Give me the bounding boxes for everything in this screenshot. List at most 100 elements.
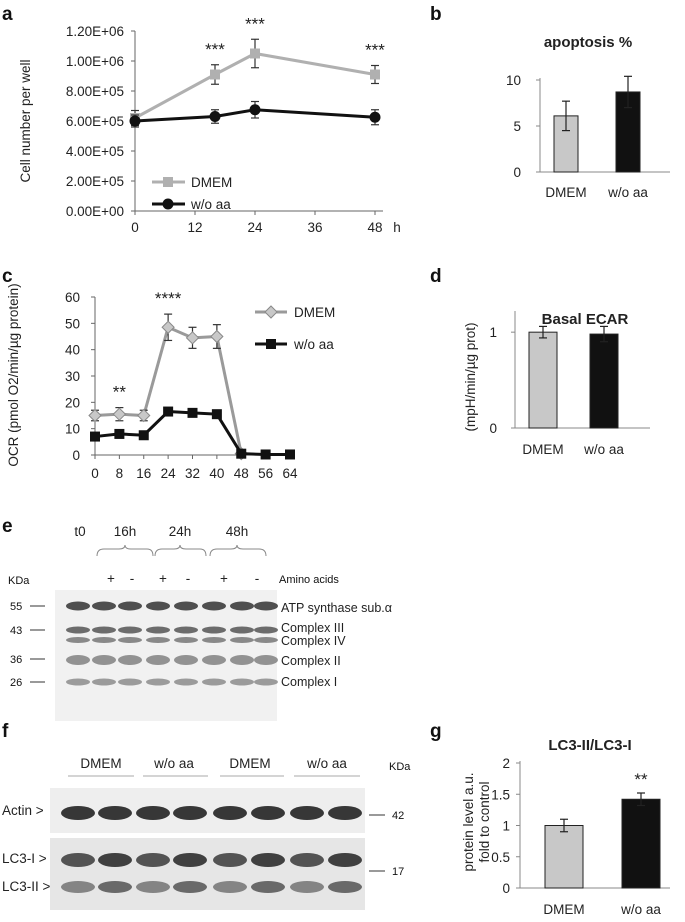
- b-x-tick-label-0: DMEM: [545, 185, 586, 200]
- a-y-tick-label: 2.00E+05: [66, 174, 124, 189]
- blot-f-lc3i-band: [328, 853, 362, 867]
- blot-f-lc3i-band: [98, 853, 132, 867]
- blot-f-row-lc3-i: LC3-I >: [2, 851, 47, 866]
- blot-f-lc3i-band: [290, 853, 324, 867]
- b-x-tick-label-1: w/o aa: [607, 185, 648, 200]
- c-legend-label-dmem: DMEM: [294, 305, 335, 320]
- panel-label-e: e: [2, 516, 13, 537]
- blot-f-group-2: w/o aa: [153, 756, 194, 771]
- g-title: LC3-II/LC3-I: [548, 737, 631, 754]
- c-point-1: [236, 448, 247, 459]
- blot-f-lc3ii-band: [251, 881, 285, 893]
- blot-e-kda-label: KDa: [8, 575, 30, 587]
- a-y-axis-label: Cell number per well: [18, 59, 33, 182]
- c-legend-marker-woaa: [266, 339, 276, 349]
- blot-e-pm-2: -: [130, 571, 135, 586]
- blot-e-amino-acids-label: Amino acids: [279, 574, 339, 586]
- c-y-tick-label: 60: [65, 290, 80, 305]
- a-x-tick-label: 12: [187, 220, 202, 235]
- c-point-1: [187, 407, 198, 418]
- a-legend-marker-dmem: [163, 177, 173, 187]
- blot-f-group-4: w/o aa: [306, 756, 347, 771]
- blot-e-band: [230, 678, 254, 686]
- blot-e-band: [202, 626, 226, 634]
- blot-f-marker-42: 42: [392, 810, 404, 822]
- c-point-1: [163, 406, 174, 417]
- blot-e-band-complex-iii: Complex III: [281, 621, 344, 635]
- b-title: apoptosis %: [544, 34, 632, 51]
- a-significance: ***: [205, 40, 225, 59]
- blot-f-group-1: DMEM: [80, 756, 121, 771]
- a-x-tick-label: 48: [367, 220, 382, 235]
- g-y-tick-label: 0: [502, 881, 510, 896]
- blot-f-actin-band: [251, 806, 285, 820]
- blot-e-band: [174, 637, 198, 643]
- blot-e-band: [92, 637, 116, 643]
- blot-f-actin-band: [136, 806, 170, 820]
- blot-e-band: [66, 678, 90, 686]
- blot-e-band: [202, 601, 226, 611]
- blot-e-band-atp-synthase: ATP synthase sub.α: [281, 601, 392, 615]
- blot-e-band: [146, 637, 170, 643]
- a-series-line-0: [134, 51, 376, 120]
- c-point-1: [114, 428, 125, 439]
- a-x-tick-label: 36: [307, 220, 322, 235]
- blot-e-time-16h: 16h: [114, 524, 137, 539]
- d-x-tick-label-0: DMEM: [522, 442, 563, 457]
- c-point-1: [285, 449, 295, 460]
- g-y-tick-label: 2: [502, 756, 510, 771]
- g-y-axis-label-line: protein level a.u.: [461, 772, 476, 871]
- a-y-tick-label: 6.00E+05: [66, 114, 124, 129]
- blot-e-marker-26: 26: [10, 677, 22, 689]
- b-y-tick-label: 0: [513, 165, 521, 180]
- c-x-tick-label: 16: [136, 466, 151, 481]
- blot-e-band: [202, 655, 226, 665]
- c-x-tick-label: 8: [116, 466, 124, 481]
- blot-e-band: [174, 655, 198, 665]
- blot-e-band: [254, 678, 278, 686]
- blot-e-brace-16h: [96, 544, 154, 557]
- a-legend-label-dmem: DMEM: [191, 175, 232, 190]
- a-legend-label-woaa: w/o aa: [190, 197, 231, 212]
- c-y-tick-label: 20: [65, 395, 80, 410]
- c-point-0: [185, 331, 200, 345]
- blot-e-marker-55: 55: [10, 601, 22, 613]
- c-significance: ****: [155, 289, 182, 308]
- blot-e-band-layer: [66, 601, 278, 686]
- blot-e-band: [118, 655, 142, 665]
- g-x-tick-label-0: DMEM: [543, 902, 584, 917]
- blot-e-band: [66, 601, 90, 611]
- blot-e-band: [118, 601, 142, 611]
- blot-f-actin-band: [61, 806, 95, 820]
- blot-e-band: [146, 626, 170, 634]
- blot-f-lc3ii-band: [173, 881, 207, 893]
- c-legend-marker-dmem: [264, 305, 278, 319]
- blot-f-band-layer: [61, 806, 362, 893]
- panel-label-b: b: [430, 4, 442, 25]
- a-point-1: [249, 104, 261, 116]
- blot-f-row-lc3-ii: LC3-II >: [2, 879, 51, 894]
- blot-f: DMEM w/o aa DMEM w/o aa KDa Actin > LC3-…: [2, 756, 411, 910]
- blot-e-marker-43: 43: [10, 625, 22, 637]
- blot-e-pm-5: +: [220, 571, 228, 586]
- blot-e: t0 16h 24h 48h KDa + - + - + - Amino aci…: [8, 524, 392, 721]
- c-x-tick-label: 64: [282, 466, 298, 481]
- blot-e-band: [92, 601, 116, 611]
- blot-e-band: [118, 637, 142, 643]
- blot-f-lc3ii-band: [136, 881, 170, 893]
- c-y-tick-label: 30: [65, 369, 80, 384]
- a-y-tick-label: 1.20E+06: [66, 24, 124, 39]
- blot-f-lc3-membrane: [50, 838, 365, 910]
- blot-f-lc3i-band: [136, 853, 170, 867]
- blot-e-band: [230, 601, 254, 611]
- blot-e-band-complex-ii: Complex II: [281, 654, 341, 668]
- b-y-tick-label: 10: [506, 73, 521, 88]
- blot-e-band: [146, 678, 170, 686]
- chart-b-apoptosis: apoptosis % 0 5 10 DMEM w/o aa: [506, 34, 670, 200]
- a-point-0: [250, 48, 260, 59]
- blot-e-brace-48h: [209, 544, 267, 557]
- blot-e-band: [146, 655, 170, 665]
- blot-f-lc3ii-band: [290, 881, 324, 893]
- blot-e-band: [146, 601, 170, 611]
- panel-label-a: a: [2, 4, 13, 25]
